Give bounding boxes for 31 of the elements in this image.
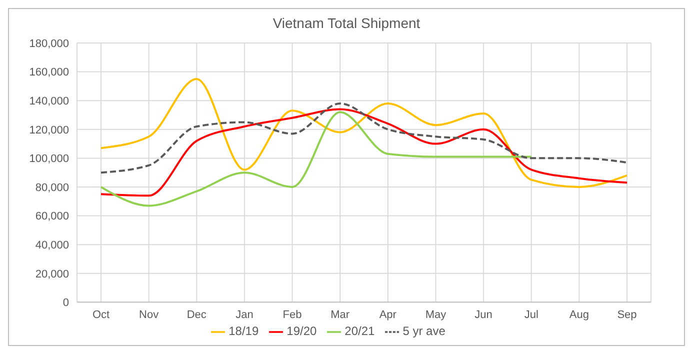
line-series	[100, 78, 628, 188]
x-tick-label: May	[425, 308, 447, 321]
y-tick-label: 160,000	[29, 66, 69, 79]
line-series	[100, 108, 628, 197]
x-tick-label: Jul	[524, 308, 538, 321]
y-tick-label: 0	[62, 297, 69, 310]
line-series	[100, 111, 532, 207]
x-tick-label: Nov	[139, 308, 160, 321]
y-tick-label: 140,000	[29, 96, 69, 108]
legend-label: 18/19	[228, 324, 259, 338]
line-series	[100, 102, 628, 174]
y-tick-label: 80,000	[35, 182, 69, 194]
x-tick-label: Aug	[569, 308, 589, 321]
x-tick-label: Oct	[92, 308, 110, 321]
legend-label: 20/21	[344, 324, 375, 338]
y-tick-label: 120,000	[29, 124, 69, 136]
chart-title: Vietnam Total Shipment	[272, 14, 422, 33]
y-tick-label: 40,000	[35, 239, 69, 252]
x-tick-label: Sep	[617, 308, 637, 321]
x-tick-label: Apr	[379, 308, 397, 321]
x-tick-label: Jun	[474, 308, 492, 321]
legend-label: 5 yr ave	[402, 324, 446, 338]
x-tick-label: Mar	[330, 308, 350, 321]
legend-label: 19/20	[286, 324, 317, 338]
y-tick-label: 20,000	[35, 268, 69, 280]
x-tick-label: Dec	[186, 308, 207, 321]
x-tick-label: Feb	[282, 308, 302, 321]
y-tick-label: 60,000	[35, 210, 69, 223]
y-tick-label: 180,000	[29, 38, 69, 50]
y-tick-label: 100,000	[29, 153, 69, 166]
x-tick-label: Jan	[236, 308, 254, 321]
